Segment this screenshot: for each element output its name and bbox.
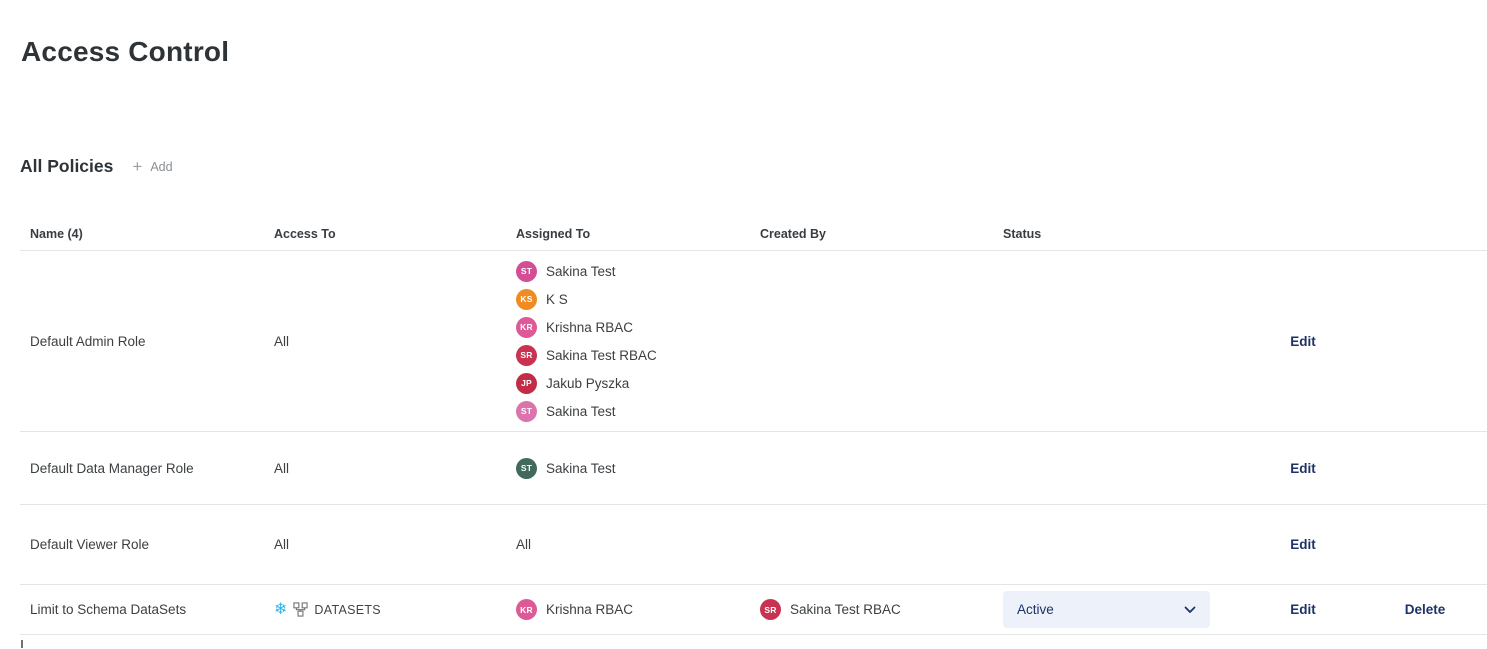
assigned-to-cell: ST Sakina Test KS K S KR Krishna RBAC SR Sakina…: [506, 251, 750, 431]
edit-cell: Edit: [1243, 334, 1353, 349]
assigned-user: ST Sakina Test: [516, 257, 750, 285]
status-value: Active: [1017, 602, 1054, 617]
text-cursor-artifact: [21, 640, 23, 648]
assigned-user: ST Sakina Test: [516, 397, 750, 425]
assigned-user-list: KR Krishna RBAC: [516, 590, 750, 630]
avatar: SR: [760, 599, 781, 620]
column-header-status: Status: [1003, 227, 1042, 241]
status-cell: Active: [993, 591, 1243, 628]
edit-button[interactable]: Edit: [1290, 333, 1316, 349]
avatar: KR: [516, 316, 537, 338]
user-name: Jakub Pyszka: [546, 375, 630, 391]
page-title: Access Control: [21, 36, 230, 67]
assigned-to-cell: KR Krishna RBAC: [506, 590, 750, 630]
column-header-access-to: Access To: [274, 227, 336, 241]
edit-cell: Edit: [1243, 602, 1353, 617]
policies-table: Name (4) Access To Assigned To Created By St…: [20, 201, 1487, 635]
access-to-cell: All: [264, 334, 506, 349]
user-name: Krishna RBAC: [546, 602, 634, 617]
created-by-user: SR Sakina Test RBAC: [760, 596, 993, 624]
add-button-label: Add: [150, 159, 173, 174]
user-name: Sakina Test RBAC: [790, 602, 901, 617]
access-to-value: All: [274, 460, 290, 476]
add-policy-button[interactable]: + Add: [132, 158, 172, 175]
user-name: Sakina Test: [546, 403, 616, 419]
policy-row: Default Data Manager Role All ST Sakina Tes…: [20, 432, 1487, 505]
policy-row: Default Viewer Role All All Edit: [20, 505, 1487, 585]
avatar: ST: [516, 457, 537, 479]
user-name: Krishna RBAC: [546, 319, 634, 335]
assigned-user: SR Sakina Test RBAC: [516, 341, 750, 369]
chevron-down-icon: [1184, 606, 1196, 614]
edit-cell: Edit: [1243, 461, 1353, 476]
access-to-value: All: [274, 333, 290, 349]
assigned-to-cell: ST Sakina Test: [506, 448, 750, 488]
edit-cell: Edit: [1243, 537, 1353, 552]
created-by-cell: SR Sakina Test RBAC: [750, 596, 993, 624]
assigned-user: KR Krishna RBAC: [516, 596, 750, 624]
policies-section-header: All Policies + Add: [20, 156, 1487, 177]
column-header-name-4: Name (4): [30, 227, 83, 241]
access-to-value: All: [274, 537, 290, 552]
edit-button[interactable]: Edit: [1290, 537, 1316, 552]
schema-icon: [293, 602, 309, 617]
dataset-label: DATASETS: [314, 602, 381, 617]
user-name: Sakina Test: [546, 460, 616, 476]
assigned-to-cell: All: [506, 537, 750, 552]
assigned-user: KR Krishna RBAC: [516, 313, 750, 341]
avatar: KR: [516, 599, 537, 620]
column-header-assigned-to: Assigned To: [516, 227, 591, 241]
edit-button[interactable]: Edit: [1290, 460, 1316, 476]
access-to-cell: All: [264, 537, 506, 552]
table-header: Name (4) Access To Assigned To Created By St…: [20, 201, 1487, 251]
snowflake-icon: ❄: [274, 600, 288, 618]
policy-row: Limit to Schema DataSets ❄ DATASETS KR Krish…: [20, 585, 1487, 635]
delete-button[interactable]: Delete: [1404, 602, 1446, 617]
avatar: ST: [516, 400, 537, 422]
policy-name: Default Data Manager Role: [30, 460, 194, 476]
policy-name: Limit to Schema DataSets: [30, 602, 187, 617]
access-to-cell: ❄ DATASETS: [264, 600, 506, 618]
avatar: SR: [516, 344, 537, 366]
column-header-created-by: Created By: [760, 227, 826, 241]
status-select[interactable]: Active: [1003, 591, 1210, 628]
plus-icon: +: [132, 157, 143, 176]
assigned-user: KS K S: [516, 285, 750, 313]
access-to-cell: All: [264, 461, 506, 476]
assigned-to-value: All: [516, 537, 532, 552]
dataset-chip: ❄ DATASETS: [274, 600, 381, 618]
user-name: Sakina Test RBAC: [546, 347, 657, 363]
all-policies-heading: All Policies: [20, 156, 114, 176]
policy-name: Default Viewer Role: [30, 537, 150, 552]
delete-cell: Delete: [1353, 602, 1487, 617]
assigned-user-list: ST Sakina Test KS K S KR Krishna RBAC SR Sakina…: [516, 251, 750, 431]
assigned-user: JP Jakub Pyszka: [516, 369, 750, 397]
avatar: JP: [516, 372, 537, 394]
user-name: Sakina Test: [546, 263, 616, 279]
avatar: ST: [516, 260, 537, 282]
avatar: KS: [516, 288, 537, 310]
user-name: K S: [546, 291, 568, 307]
assigned-user: ST Sakina Test: [516, 454, 750, 482]
edit-button[interactable]: Edit: [1290, 602, 1316, 617]
policy-name: Default Admin Role: [30, 333, 146, 349]
assigned-user-list: ST Sakina Test: [516, 448, 750, 488]
